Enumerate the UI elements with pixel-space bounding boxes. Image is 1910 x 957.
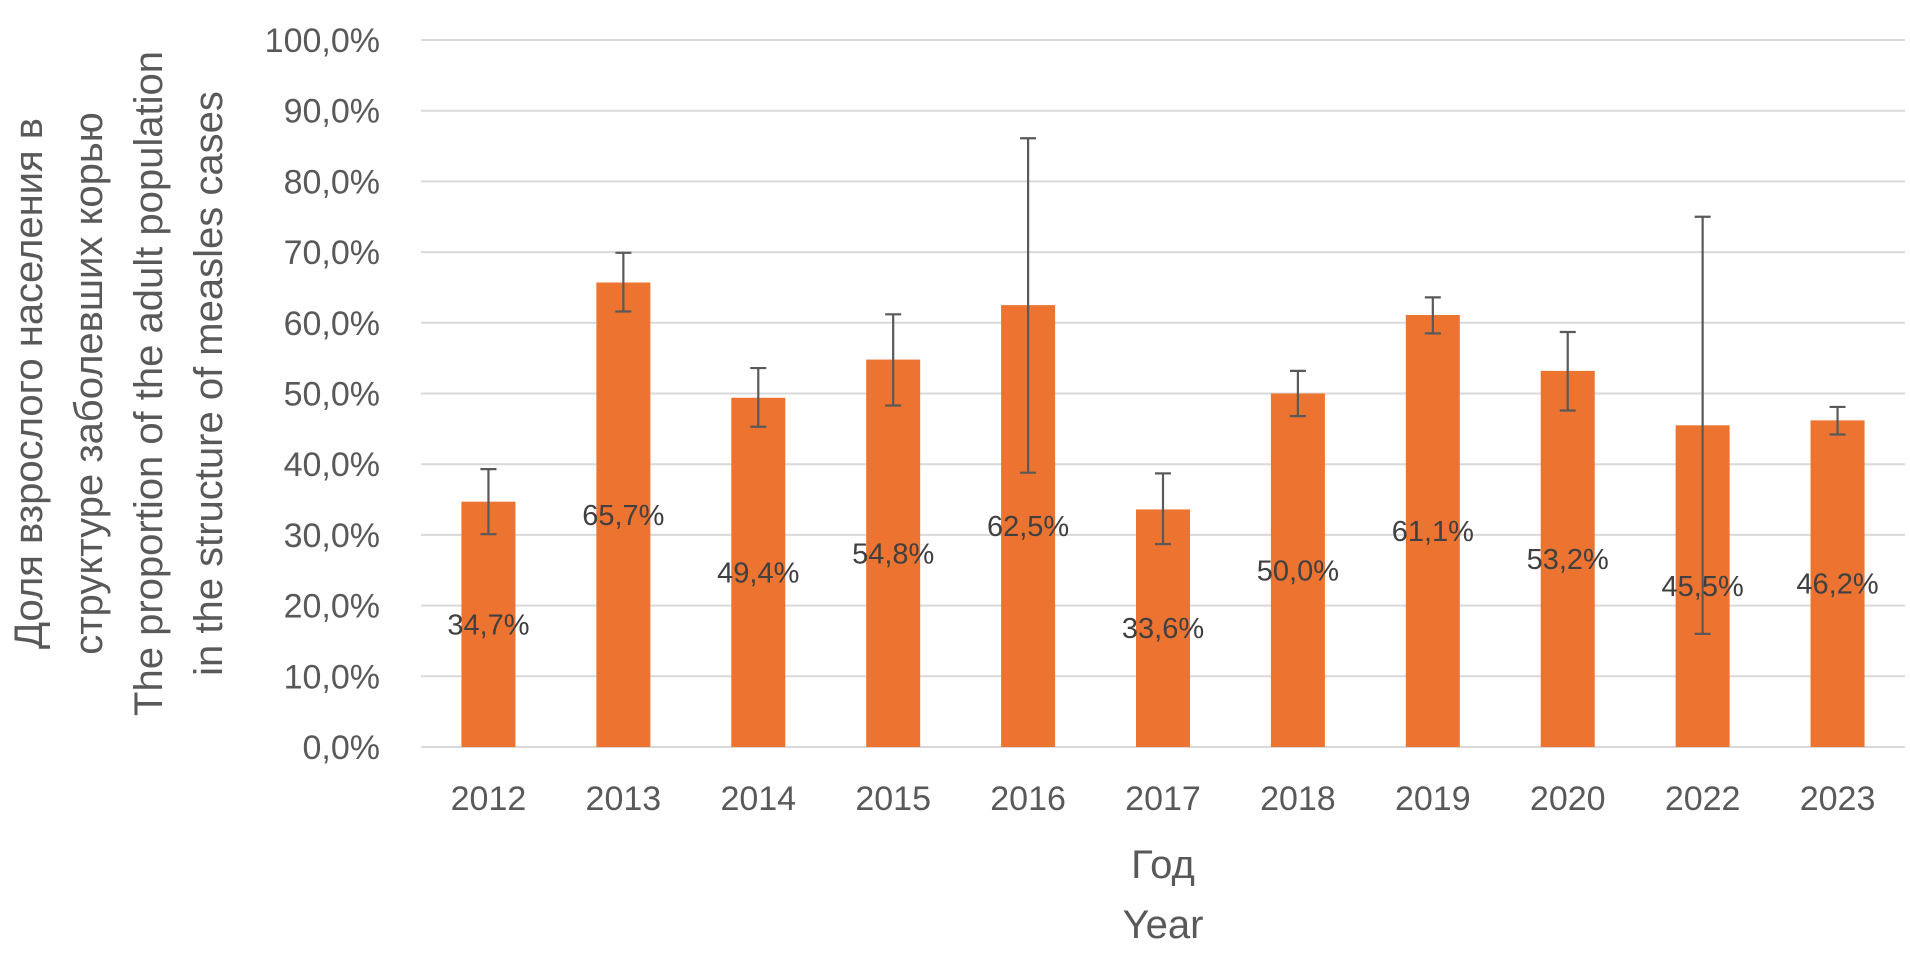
data-label: 53,2% — [1527, 544, 1609, 576]
x-tick-label: 2018 — [1260, 780, 1336, 818]
data-label: 54,8% — [852, 538, 934, 570]
error-bar — [1559, 330, 1576, 412]
y-tick-label: 50,0% — [284, 376, 380, 414]
y-axis-title: Доля взрослого населения в структуре забо… — [7, 51, 231, 716]
y-axis-title-line: in the structure of measles cases — [187, 91, 231, 676]
bar — [1270, 393, 1325, 747]
y-tick-label: 10,0% — [284, 658, 380, 696]
data-label: 45,5% — [1662, 571, 1744, 603]
y-tick-label: 100,0% — [265, 22, 380, 60]
error-bar — [1829, 405, 1846, 436]
y-tick-label: 80,0% — [284, 163, 380, 201]
bar — [1540, 370, 1595, 747]
x-axis-title-line: Year — [1123, 903, 1204, 947]
x-tick-label: 2012 — [451, 780, 527, 818]
x-axis-title: Год Year — [1123, 843, 1204, 947]
data-label: 46,2% — [1796, 569, 1878, 601]
error-bar — [1020, 137, 1037, 474]
bar — [1810, 420, 1865, 747]
error-bars — [480, 137, 1846, 635]
y-axis-title-line: структуре заболевших корью — [67, 112, 111, 655]
bar — [731, 397, 786, 747]
bar — [866, 359, 921, 747]
data-label: 61,1% — [1392, 516, 1474, 548]
bar — [1136, 509, 1190, 747]
data-labels: 34,7% 65,7% 49,4% 54,8% 62,5% 33,6% 50,0% 61,1%… — [447, 500, 1878, 645]
bars — [461, 282, 1865, 747]
x-tick-label: 2022 — [1665, 780, 1741, 818]
data-label: 50,0% — [1257, 555, 1339, 587]
data-label: 65,7% — [582, 500, 664, 532]
data-label: 34,7% — [447, 609, 529, 641]
x-tick-label: 2014 — [720, 780, 796, 818]
y-tick-label: 20,0% — [284, 588, 380, 626]
y-tick-label: 60,0% — [284, 305, 380, 343]
gridlines — [421, 39, 1905, 748]
y-tick-label: 90,0% — [284, 93, 380, 131]
x-axis-title-line: Год — [1131, 843, 1195, 887]
x-tick-label: 2015 — [855, 780, 931, 818]
y-axis-title-line: Доля взрослого населения в — [7, 118, 51, 649]
data-label: 62,5% — [987, 511, 1069, 543]
y-axis-title-line: The proportion of the adult population — [127, 51, 171, 716]
y-tick-label: 30,0% — [284, 517, 380, 555]
x-tick-label: 2023 — [1800, 780, 1876, 818]
error-bar — [1289, 369, 1306, 418]
data-label: 49,4% — [717, 557, 799, 589]
x-axis-tick-labels: 2012 2013 2014 2015 2016 2017 2018 2019 2020 2022… — [451, 780, 1876, 818]
bar — [1405, 315, 1460, 747]
error-bar — [885, 313, 902, 407]
y-axis-tick-labels: 0,0% 10,0% 20,0% 30,0% 40,0% 50,0% 60,0% 70,0% 8… — [265, 22, 380, 767]
y-tick-label: 0,0% — [303, 729, 381, 767]
error-bar — [480, 468, 497, 536]
bar — [461, 501, 516, 747]
error-bar — [1155, 472, 1171, 546]
data-label: 33,6% — [1122, 613, 1204, 645]
x-tick-label: 2019 — [1395, 780, 1471, 818]
x-tick-label: 2020 — [1530, 780, 1606, 818]
bar — [596, 282, 651, 747]
error-bar — [1694, 215, 1711, 635]
error-bar — [1424, 296, 1441, 335]
x-tick-label: 2013 — [586, 780, 662, 818]
y-tick-label: 40,0% — [284, 446, 380, 484]
x-tick-label: 2017 — [1125, 780, 1201, 818]
error-bar — [615, 251, 632, 313]
error-bar — [750, 366, 767, 428]
y-tick-label: 70,0% — [284, 234, 380, 272]
x-tick-label: 2016 — [990, 780, 1066, 818]
